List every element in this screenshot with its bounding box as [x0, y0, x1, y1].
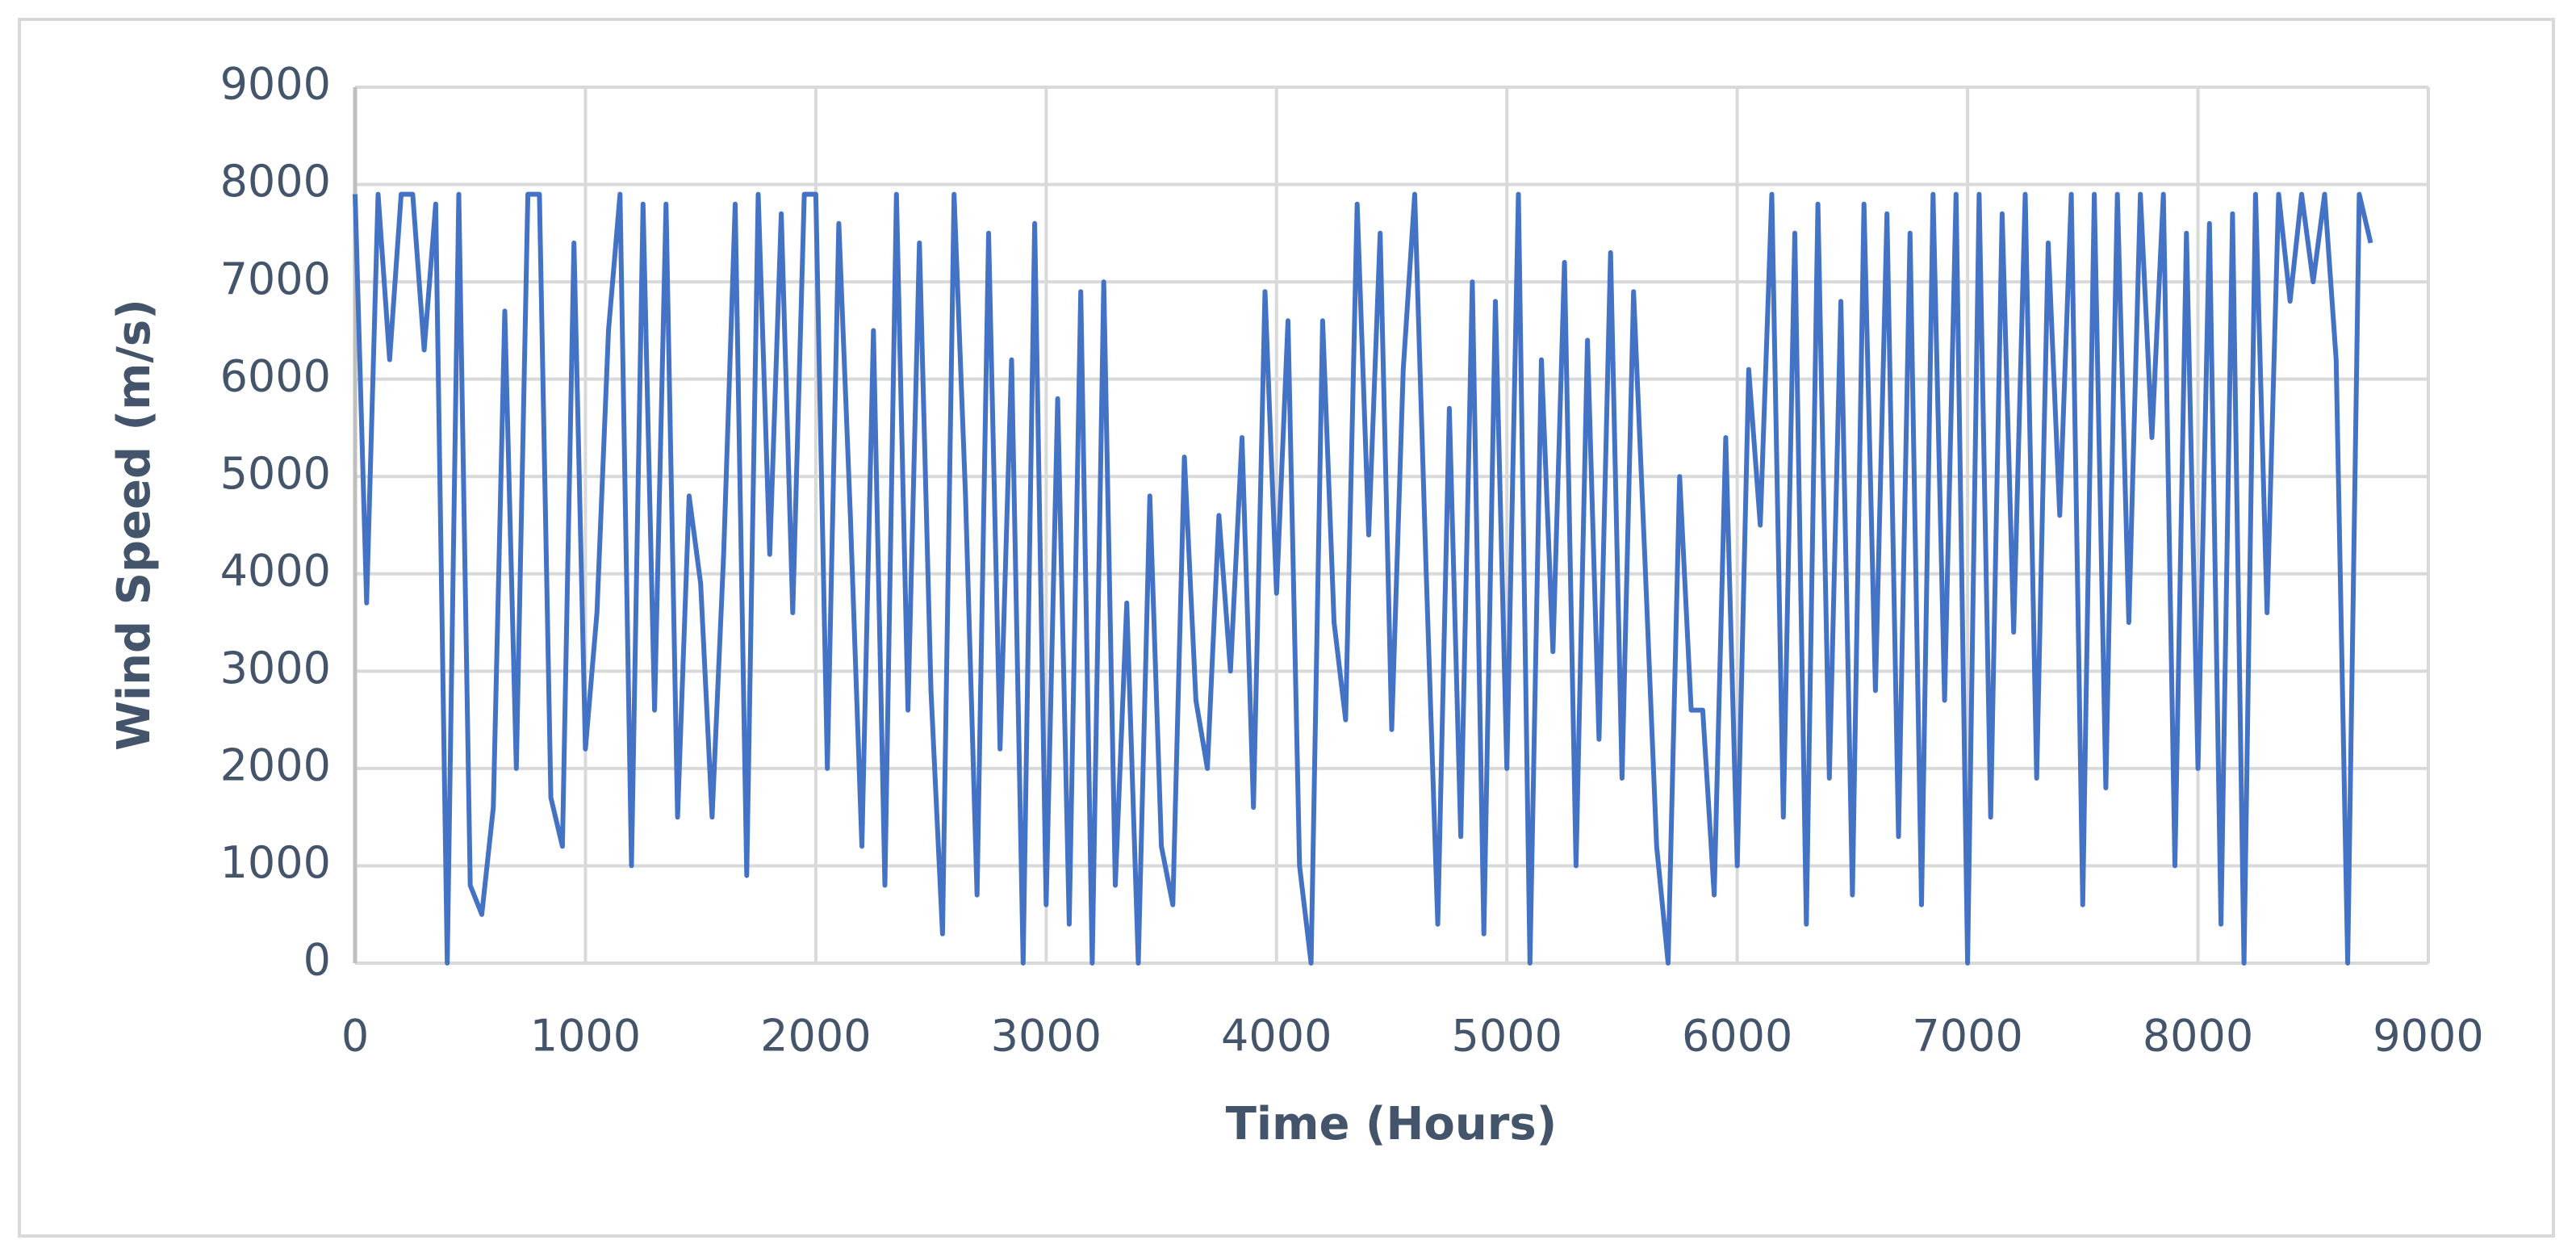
y-tick-label: 8000 — [220, 156, 331, 207]
x-axis-title: Time (Hours) — [1226, 1098, 1558, 1150]
y-tick-label: 4000 — [220, 545, 331, 596]
x-tick-label: 3000 — [991, 1011, 1102, 1062]
data-line — [353, 191, 2373, 966]
y-tick-label: 0 — [303, 935, 331, 986]
x-tick-label: 5000 — [1452, 1011, 1562, 1062]
x-tick-label: 1000 — [530, 1011, 641, 1062]
x-tick-label: 4000 — [1221, 1011, 1332, 1062]
x-tick-label: 0 — [341, 1011, 369, 1062]
y-tick-label: 5000 — [220, 448, 331, 499]
y-tick-label: 9000 — [220, 59, 331, 110]
y-tick-label: 2000 — [220, 740, 331, 791]
x-tick-label: 2000 — [760, 1011, 871, 1062]
y-tick-label: 1000 — [220, 837, 331, 888]
x-tick-label: 9000 — [2373, 1011, 2483, 1062]
x-tick-label: 6000 — [1682, 1011, 1792, 1062]
x-tick-label: 8000 — [2143, 1011, 2253, 1062]
y-tick-label: 7000 — [220, 253, 331, 304]
y-axis-title: Wind Speed (m/s) — [108, 299, 161, 751]
y-tick-label: 3000 — [220, 643, 331, 693]
y-tick-label: 6000 — [220, 350, 331, 401]
x-tick-label: 7000 — [1912, 1011, 2022, 1062]
